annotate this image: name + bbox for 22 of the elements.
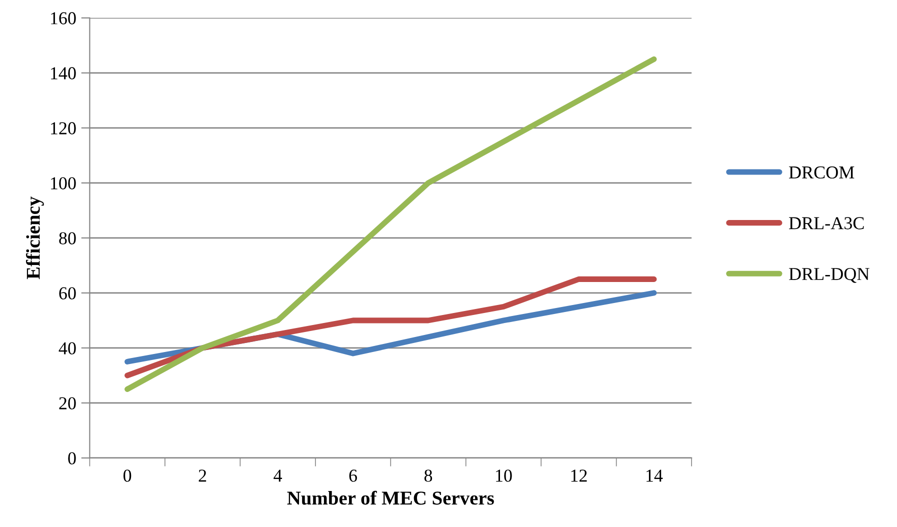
legend-label: DRL-DQN	[789, 268, 870, 283]
y-tick-label: 40	[58, 342, 76, 354]
x-tick-label: 12	[571, 470, 587, 482]
x-tick-label: 6	[349, 470, 357, 482]
y-tick-label: 140	[51, 67, 76, 80]
x-tick-label: 10	[496, 470, 512, 482]
y-tick-label: 120	[51, 122, 76, 134]
x-tick-label: 8	[424, 470, 432, 482]
y-tick-label: 0	[68, 452, 76, 464]
x-tick-label: 4	[274, 470, 282, 482]
y-tick-label: 100	[51, 177, 76, 190]
y-tick-label: 20	[59, 397, 76, 410]
x-tick-label: 0	[123, 470, 132, 482]
x-axis-title: Number of MEC Servers	[287, 490, 494, 505]
y-axis-title: Efficiency	[26, 196, 44, 280]
x-tick-label: 14	[646, 470, 663, 482]
y-tick-label: 80	[59, 232, 76, 244]
legend-label: DRCOM	[789, 166, 854, 179]
legend-label: DRL-A3C	[789, 217, 864, 230]
y-tick-label: 60	[59, 287, 76, 300]
y-tick-label: 160	[51, 12, 76, 24]
x-tick-label: 2	[198, 470, 206, 482]
